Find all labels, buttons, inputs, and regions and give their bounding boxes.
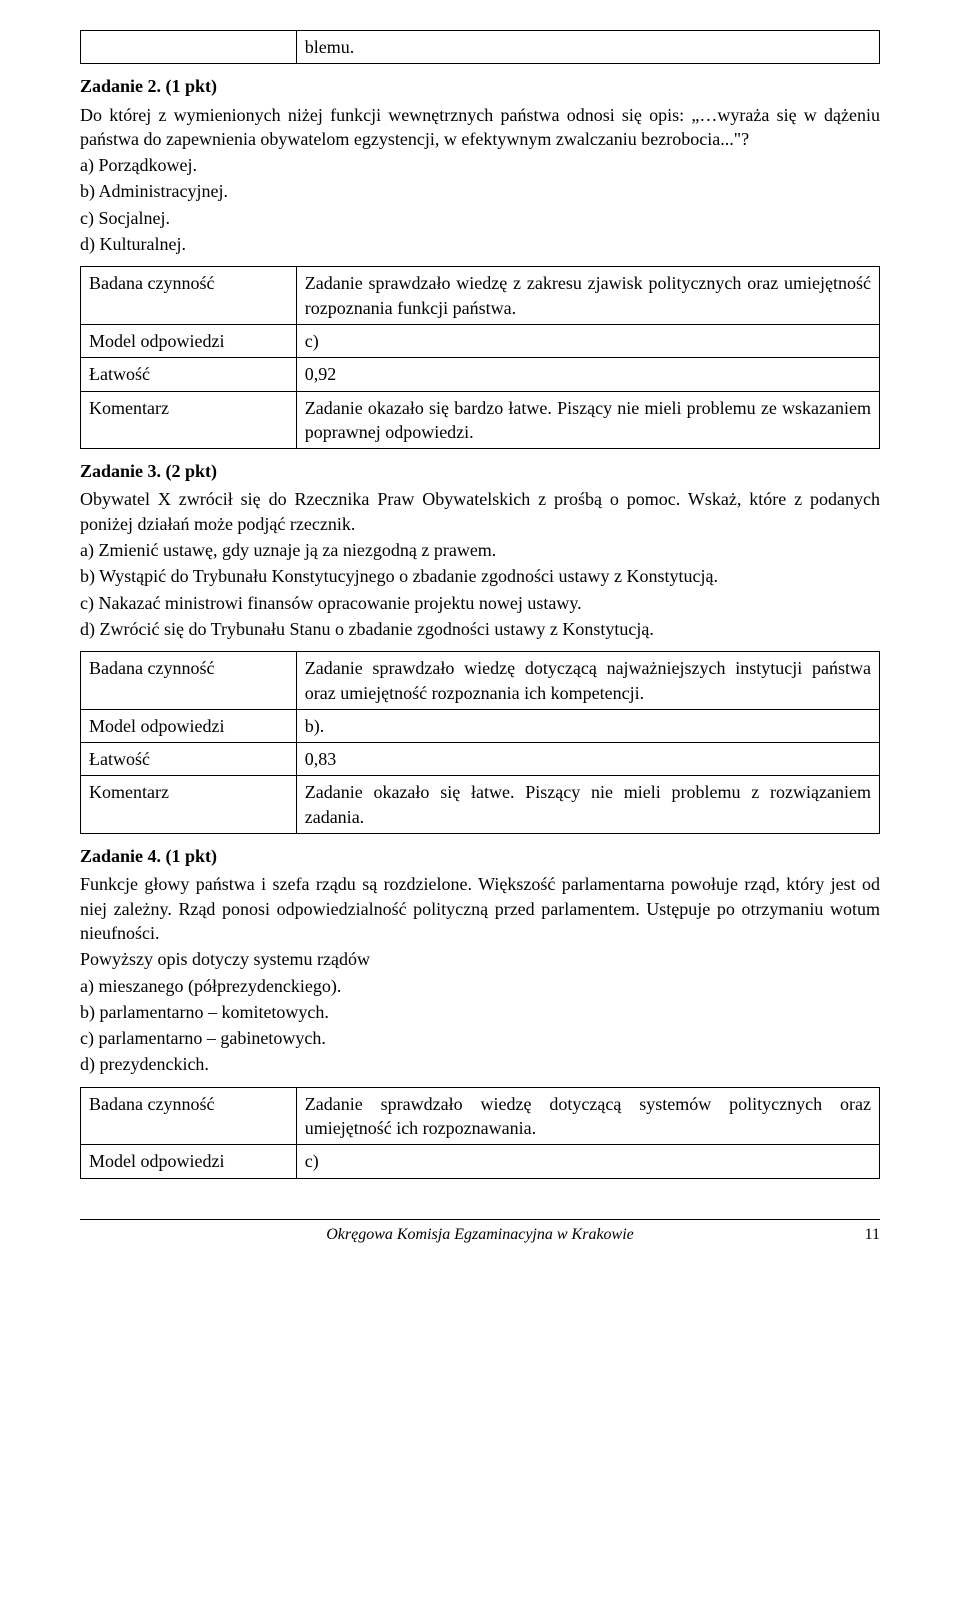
zadanie-2-heading: Zadanie 2. (1 pkt) xyxy=(80,74,880,98)
z3-r1-value: Zadanie sprawdzało wiedzę dotyczącą najw… xyxy=(296,652,879,710)
z2-r1-value: Zadanie sprawdzało wiedzę z zakresu zjaw… xyxy=(296,267,879,325)
zadanie-3-prompt: Obywatel X zwrócił się do Rzecznika Praw… xyxy=(80,487,880,536)
zadanie-2-block: Zadanie 2. (1 pkt) Do której z wymienion… xyxy=(80,74,880,256)
z3-r2-label: Model odpowiedzi xyxy=(81,709,297,742)
footer-page-number: 11 xyxy=(840,1224,880,1246)
zadanie-4-opt-d: d) prezydenckich. xyxy=(80,1052,880,1076)
zadanie-2-opt-b: b) Administracyjnej. xyxy=(80,179,880,203)
z2-r4-value: Zadanie okazało się bardzo łatwe. Pisząc… xyxy=(296,391,879,449)
zadanie-2-opt-a: a) Porządkowej. xyxy=(80,153,880,177)
zadanie-2-opt-d: d) Kulturalnej. xyxy=(80,232,880,256)
z4-r1-value: Zadanie sprawdzało wiedzę dotyczącą syst… xyxy=(296,1087,879,1145)
zadanie-3-table: Badana czynność Zadanie sprawdzało wiedz… xyxy=(80,651,880,834)
footer-title: Okręgowa Komisja Egzaminacyjna w Krakowi… xyxy=(120,1224,840,1246)
zadanie-3-opt-a: a) Zmienić ustawę, gdy uznaje ją za niez… xyxy=(80,538,880,562)
z3-r3-value: 0,83 xyxy=(296,743,879,776)
z3-r4-value: Zadanie okazało się łatwe. Piszący nie m… xyxy=(296,776,879,834)
zadanie-3-heading: Zadanie 3. (2 pkt) xyxy=(80,459,880,483)
zadanie-4-prompt2: Powyższy opis dotyczy systemu rządów xyxy=(80,947,880,971)
zadanie-4-opt-c: c) parlamentarno – gabinetowych. xyxy=(80,1026,880,1050)
z2-r2-value: c) xyxy=(296,324,879,357)
zadanie-3-block: Zadanie 3. (2 pkt) Obywatel X zwrócił si… xyxy=(80,459,880,641)
z4-r2-label: Model odpowiedzi xyxy=(81,1145,297,1178)
z3-r2-value: b). xyxy=(296,709,879,742)
top-fragment-table: blemu. xyxy=(80,30,880,64)
z2-r1-label: Badana czynność xyxy=(81,267,297,325)
zadanie-4-heading: Zadanie 4. (1 pkt) xyxy=(80,844,880,868)
zadanie-4-opt-a: a) mieszanego (półprezydenckiego). xyxy=(80,974,880,998)
z2-r3-label: Łatwość xyxy=(81,358,297,391)
z3-r1-label: Badana czynność xyxy=(81,652,297,710)
top-fragment-text: blemu. xyxy=(296,31,879,64)
z3-r3-label: Łatwość xyxy=(81,743,297,776)
z3-r4-label: Komentarz xyxy=(81,776,297,834)
zadanie-4-opt-b: b) parlamentarno – komitetowych. xyxy=(80,1000,880,1024)
zadanie-4-table: Badana czynność Zadanie sprawdzało wiedz… xyxy=(80,1087,880,1179)
zadanie-2-prompt: Do której z wymienionych niżej funkcji w… xyxy=(80,103,880,152)
zadanie-3-opt-b: b) Wystąpić do Trybunału Konstytucyjnego… xyxy=(80,564,880,588)
z4-r2-value: c) xyxy=(296,1145,879,1178)
top-fragment-empty xyxy=(81,31,297,64)
page-footer: Okręgowa Komisja Egzaminacyjna w Krakowi… xyxy=(80,1219,880,1246)
zadanie-2-table: Badana czynność Zadanie sprawdzało wiedz… xyxy=(80,266,880,449)
zadanie-2-opt-c: c) Socjalnej. xyxy=(80,206,880,230)
zadanie-4-prompt: Funkcje głowy państwa i szefa rządu są r… xyxy=(80,872,880,945)
zadanie-4-block: Zadanie 4. (1 pkt) Funkcje głowy państwa… xyxy=(80,844,880,1077)
zadanie-3-opt-c: c) Nakazać ministrowi finansów opracowan… xyxy=(80,591,880,615)
z4-r1-label: Badana czynność xyxy=(81,1087,297,1145)
z2-r2-label: Model odpowiedzi xyxy=(81,324,297,357)
z2-r4-label: Komentarz xyxy=(81,391,297,449)
z2-r3-value: 0,92 xyxy=(296,358,879,391)
zadanie-3-opt-d: d) Zwrócić się do Trybunału Stanu o zbad… xyxy=(80,617,880,641)
